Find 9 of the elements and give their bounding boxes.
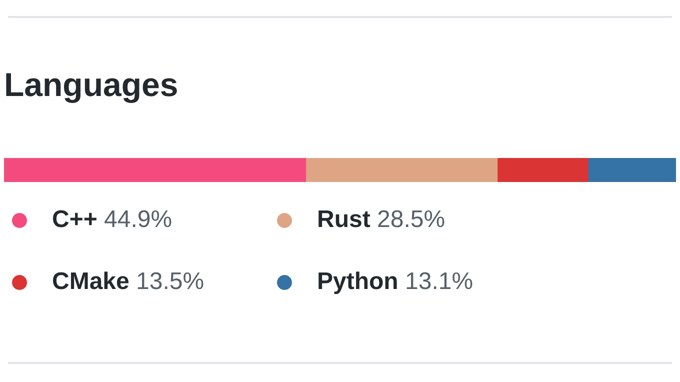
chart-title: Languages (4, 66, 178, 104)
legend-label: CMake 13.5% (52, 268, 204, 295)
bar (496, 158, 588, 182)
legend-label: Python 13.1% (317, 268, 474, 295)
legend-label: C++ 44.9% (52, 206, 172, 233)
bar (305, 158, 498, 182)
legend-label: Rust 28.5% (317, 206, 446, 233)
bar (588, 158, 676, 182)
bar (4, 158, 306, 182)
